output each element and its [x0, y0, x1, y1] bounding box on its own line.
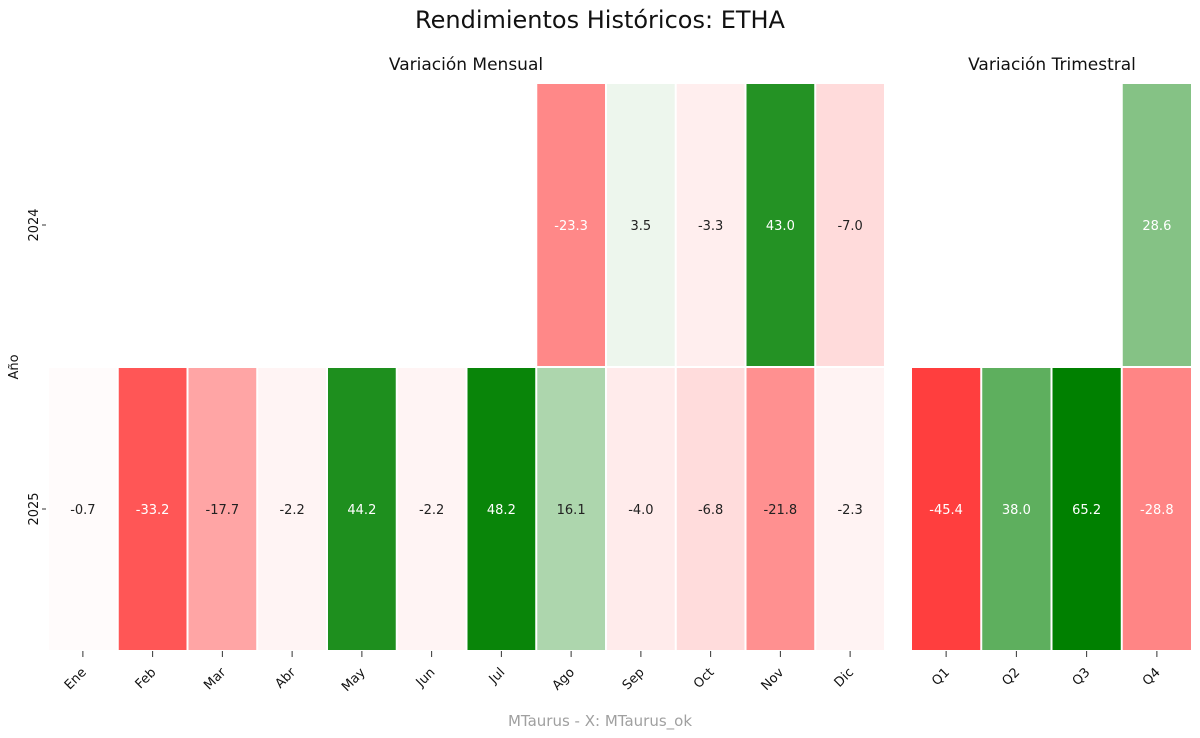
- cell-value-monthly-2025-Oct: -6.8: [698, 503, 723, 518]
- x-tick-monthly-Jul: Jul: [486, 665, 508, 687]
- cell-monthly-2025-May: [328, 368, 396, 650]
- x-tick-quarterly-Q4: Q4: [1140, 665, 1164, 689]
- cell-monthly-2025-Feb: [118, 368, 187, 650]
- cell-monthly-2025-Oct: [676, 368, 745, 650]
- cell-monthly-2024-Dic: [816, 84, 884, 366]
- y-tick-2025: 2025: [27, 492, 42, 525]
- x-tick-monthly-Dic: Dic: [832, 665, 857, 690]
- cell-monthly-2025-Jun: [397, 368, 466, 650]
- cell-monthly-2025-Ago: [537, 368, 605, 650]
- quarterly-heatmap: 28.6 -45.4 38.0 65.2 -28.8 Q1 Q2 Q3 Q4: [912, 84, 1191, 689]
- cell-value-quarterly-2025-Q3: 65.2: [1072, 503, 1101, 518]
- figure-title: Rendimientos Históricos: ETHA: [415, 6, 786, 34]
- cell-value-monthly-2025-Nov: -21.8: [764, 503, 798, 518]
- cell-value-quarterly-2024-Q4: 28.6: [1142, 219, 1171, 234]
- cell-monthly-2024-Oct: [676, 84, 745, 366]
- y-axis-label: Año: [7, 354, 22, 379]
- x-tick-quarterly-Q1: Q1: [929, 665, 953, 689]
- cell-value-monthly-2024-Nov: 43.0: [766, 219, 795, 234]
- cell-monthly-2024-Ago: [537, 84, 605, 366]
- x-tick-monthly-Sep: Sep: [620, 665, 648, 693]
- footer-credit: MTaurus - X: MTaurus_ok: [508, 712, 692, 731]
- cell-value-monthly-2024-Sep: 3.5: [631, 219, 652, 234]
- cell-monthly-2024-Nov: [746, 84, 815, 366]
- cell-value-quarterly-2025-Q2: 38.0: [1002, 503, 1031, 518]
- quarterly-subtitle: Variación Trimestral: [968, 55, 1136, 75]
- cell-value-quarterly-2025-Q1: -45.4: [929, 503, 963, 518]
- x-tick-monthly-Oct: Oct: [691, 665, 718, 692]
- x-tick-monthly-Nov: Nov: [759, 665, 788, 694]
- monthly-subtitle: Variación Mensual: [389, 55, 543, 75]
- cell-value-quarterly-2025-Q4: -28.8: [1140, 503, 1174, 518]
- cell-value-monthly-2025-Jul: 48.2: [487, 503, 516, 518]
- x-tick-monthly-May: May: [339, 665, 369, 695]
- cell-quarterly-2025-Q3: [1052, 368, 1121, 650]
- x-tick-quarterly-Q3: Q3: [1070, 665, 1094, 689]
- cell-value-monthly-2024-Oct: -3.3: [698, 219, 723, 234]
- cell-value-monthly-2025-Jun: -2.2: [419, 503, 444, 518]
- cell-quarterly-2025-Q2: [982, 368, 1051, 650]
- cell-value-monthly-2025-Sep: -4.0: [628, 503, 653, 518]
- cell-quarterly-2025-Q1: [912, 368, 981, 650]
- cell-value-monthly-2025-Abr: -2.2: [279, 503, 304, 518]
- cell-monthly-2025-Sep: [607, 368, 675, 650]
- cell-value-monthly-2024-Dic: -7.0: [837, 219, 862, 234]
- x-tick-monthly-Ago: Ago: [550, 665, 578, 693]
- cell-value-monthly-2025-Feb: -33.2: [136, 503, 170, 518]
- cell-value-monthly-2025-Ene: -0.7: [70, 503, 95, 518]
- x-tick-monthly-Feb: Feb: [133, 665, 160, 692]
- cell-value-monthly-2024-Ago: -23.3: [554, 219, 588, 234]
- cell-monthly-2024-Sep: [607, 84, 675, 366]
- x-tick-quarterly-Q2: Q2: [1000, 665, 1024, 689]
- cell-monthly-2025-Jul: [467, 368, 536, 650]
- cell-value-monthly-2025-Ago: 16.1: [557, 503, 586, 518]
- x-tick-monthly-Ene: Ene: [62, 665, 90, 693]
- cell-value-monthly-2025-May: 44.2: [347, 503, 376, 518]
- cell-monthly-2025-Ene: [49, 368, 117, 650]
- y-tick-2024: 2024: [27, 208, 42, 241]
- cell-monthly-2025-Abr: [258, 368, 326, 650]
- cell-value-monthly-2025-Mar: -17.7: [206, 503, 240, 518]
- cell-quarterly-2024-Q4: [1122, 84, 1191, 366]
- x-tick-monthly-Jun: Jun: [413, 665, 439, 691]
- cell-monthly-2025-Nov: [746, 368, 815, 650]
- monthly-heatmap: -23.3 3.5 -3.3 43.0 -7.0 -0.7 -33.2 -17.7 -2.2 44…: [27, 84, 884, 695]
- cell-monthly-2025-Dic: [816, 368, 884, 650]
- cell-monthly-2025-Mar: [188, 368, 257, 650]
- cell-value-monthly-2025-Dic: -2.3: [837, 503, 862, 518]
- cell-quarterly-2025-Q4: [1122, 368, 1191, 650]
- x-tick-monthly-Abr: Abr: [272, 665, 299, 692]
- x-tick-monthly-Mar: Mar: [201, 665, 229, 693]
